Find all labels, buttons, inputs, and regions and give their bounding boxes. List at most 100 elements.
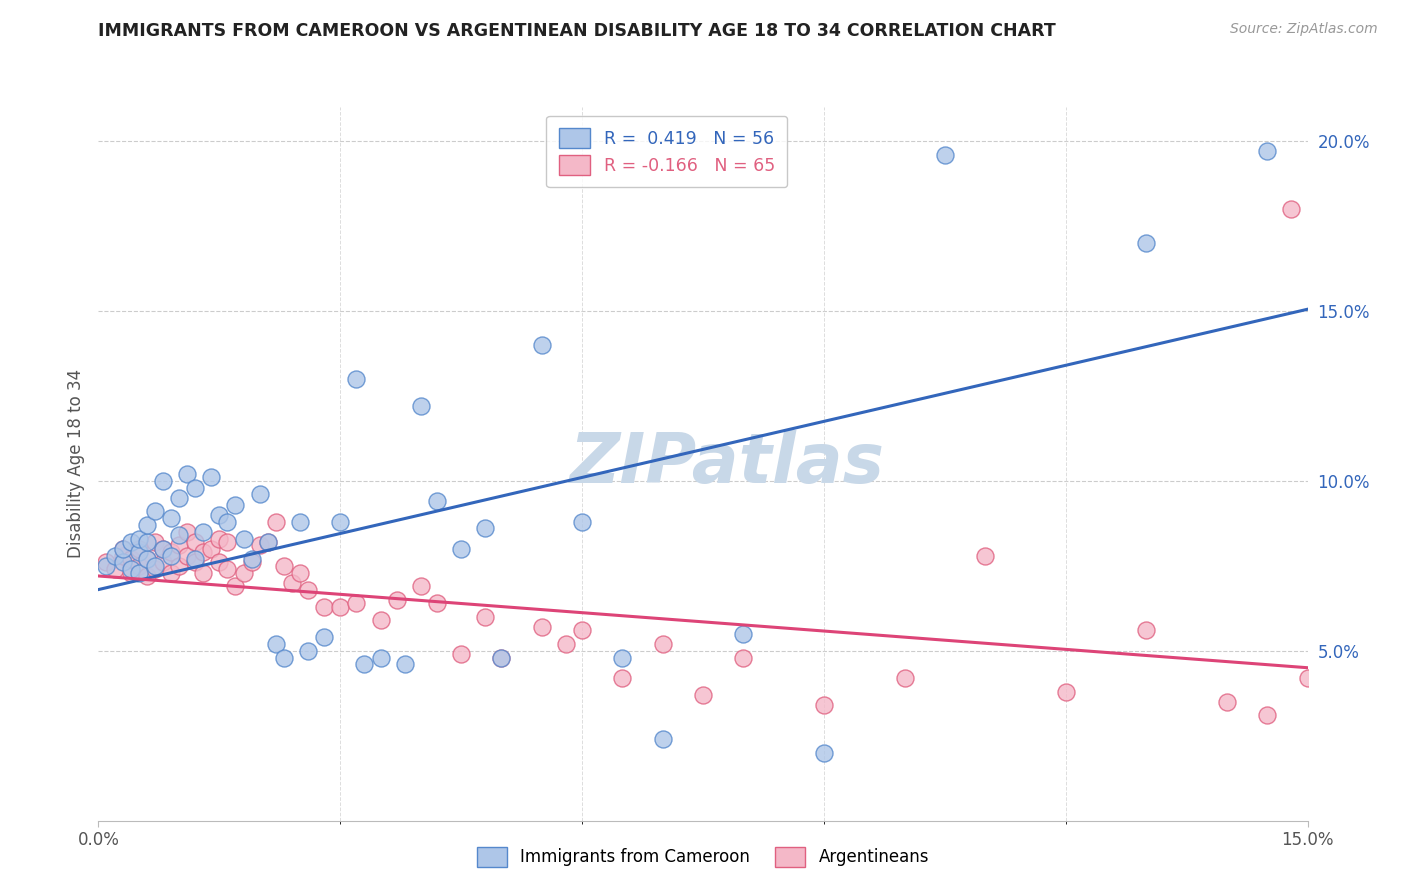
- Point: [409, 399, 432, 413]
- Point: [249, 538, 271, 552]
- Point: [120, 535, 142, 549]
- Point: [143, 562, 166, 576]
- Point: [120, 552, 142, 566]
- Point: [111, 541, 134, 556]
- Point: [160, 549, 183, 563]
- Point: [692, 688, 714, 702]
- Point: [571, 515, 593, 529]
- Point: [1135, 235, 1157, 250]
- Point: [143, 535, 166, 549]
- Point: [167, 528, 190, 542]
- Point: [450, 541, 472, 556]
- Point: [176, 467, 198, 481]
- Point: [733, 650, 755, 665]
- Point: [491, 650, 513, 665]
- Point: [160, 566, 183, 580]
- Point: [167, 558, 190, 573]
- Point: [152, 555, 174, 569]
- Point: [555, 637, 578, 651]
- Point: [128, 532, 150, 546]
- Point: [208, 532, 231, 546]
- Point: [184, 535, 207, 549]
- Point: [217, 535, 239, 549]
- Point: [474, 609, 496, 624]
- Point: [1256, 708, 1278, 723]
- Point: [491, 650, 513, 665]
- Point: [96, 555, 118, 569]
- Point: [103, 562, 125, 576]
- Point: [135, 569, 157, 583]
- Point: [208, 508, 231, 522]
- Point: [426, 596, 449, 610]
- Point: [193, 524, 215, 539]
- Point: [224, 498, 246, 512]
- Point: [281, 575, 304, 590]
- Point: [176, 524, 198, 539]
- Point: [193, 566, 215, 580]
- Point: [370, 650, 392, 665]
- Point: [329, 599, 352, 614]
- Point: [160, 511, 183, 525]
- Point: [232, 532, 254, 546]
- Point: [152, 541, 174, 556]
- Point: [353, 657, 375, 672]
- Point: [96, 558, 118, 573]
- Point: [571, 624, 593, 638]
- Point: [370, 613, 392, 627]
- Point: [612, 650, 634, 665]
- Point: [256, 535, 278, 549]
- Point: [143, 504, 166, 518]
- Text: IMMIGRANTS FROM CAMEROON VS ARGENTINEAN DISABILITY AGE 18 TO 34 CORRELATION CHAR: IMMIGRANTS FROM CAMEROON VS ARGENTINEAN …: [98, 22, 1056, 40]
- Point: [394, 657, 416, 672]
- Point: [249, 487, 271, 501]
- Point: [651, 637, 673, 651]
- Point: [1054, 684, 1077, 698]
- Point: [167, 538, 190, 552]
- Point: [167, 491, 190, 505]
- Y-axis label: Disability Age 18 to 34: Disability Age 18 to 34: [66, 369, 84, 558]
- Point: [297, 644, 319, 658]
- Point: [612, 671, 634, 685]
- Point: [273, 650, 295, 665]
- Point: [240, 555, 263, 569]
- Point: [264, 515, 287, 529]
- Point: [297, 582, 319, 597]
- Point: [200, 541, 222, 556]
- Point: [288, 566, 311, 580]
- Point: [264, 637, 287, 651]
- Point: [217, 515, 239, 529]
- Point: [409, 579, 432, 593]
- Point: [974, 549, 997, 563]
- Point: [1281, 202, 1303, 216]
- Text: Source: ZipAtlas.com: Source: ZipAtlas.com: [1230, 22, 1378, 37]
- Point: [152, 474, 174, 488]
- Point: [176, 549, 198, 563]
- Point: [651, 732, 673, 747]
- Point: [120, 562, 142, 576]
- Point: [329, 515, 352, 529]
- Point: [111, 549, 134, 563]
- Point: [1135, 624, 1157, 638]
- Point: [103, 549, 125, 563]
- Point: [111, 541, 134, 556]
- Point: [200, 470, 222, 484]
- Point: [934, 147, 956, 161]
- Point: [120, 566, 142, 580]
- Point: [135, 535, 157, 549]
- Point: [1256, 145, 1278, 159]
- Point: [813, 698, 835, 712]
- Point: [128, 566, 150, 580]
- Point: [135, 518, 157, 533]
- Point: [314, 630, 336, 644]
- Point: [152, 541, 174, 556]
- Point: [450, 647, 472, 661]
- Point: [184, 555, 207, 569]
- Point: [135, 552, 157, 566]
- Point: [893, 671, 915, 685]
- Point: [184, 552, 207, 566]
- Point: [128, 541, 150, 556]
- Point: [314, 599, 336, 614]
- Point: [1296, 671, 1319, 685]
- Point: [184, 481, 207, 495]
- Point: [217, 562, 239, 576]
